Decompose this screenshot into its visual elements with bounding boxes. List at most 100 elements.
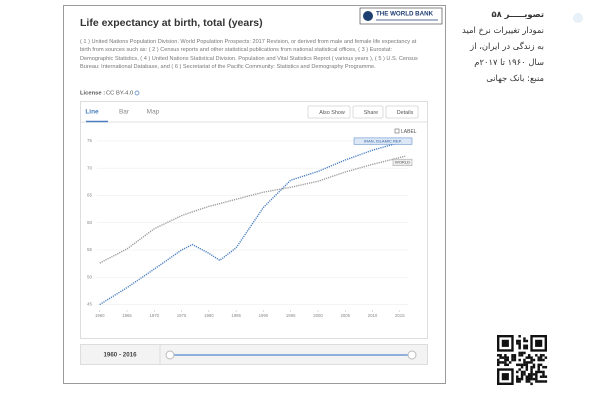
qr-module bbox=[511, 356, 514, 359]
qr-module bbox=[525, 361, 529, 364]
qr-finder bbox=[501, 339, 509, 347]
qr-module bbox=[504, 363, 507, 367]
qr-module bbox=[518, 351, 521, 355]
qr-module bbox=[537, 370, 540, 374]
qr-module bbox=[527, 361, 531, 364]
qr-module bbox=[535, 354, 538, 357]
qr-module bbox=[518, 380, 521, 383]
license-label: License : bbox=[80, 91, 105, 97]
qr-module bbox=[525, 363, 529, 367]
qr-module bbox=[537, 380, 540, 383]
caption-line: سال ۱۹۶۰ تا ۲۰۱۷م bbox=[474, 57, 544, 67]
qr-module bbox=[523, 358, 526, 362]
qr-module bbox=[520, 363, 524, 367]
qr-module bbox=[544, 380, 548, 383]
qr-module bbox=[542, 375, 545, 378]
qr-module bbox=[504, 358, 507, 362]
qr-module bbox=[516, 339, 519, 343]
label-checkbox[interactable] bbox=[394, 128, 400, 134]
info-icon bbox=[134, 90, 140, 96]
button[interactable] bbox=[385, 105, 419, 119]
tab[interactable]: Bar bbox=[119, 109, 130, 116]
qr-module bbox=[518, 363, 521, 367]
qr-module bbox=[530, 365, 533, 369]
qr-module bbox=[544, 365, 548, 369]
button-label[interactable]: Also Show bbox=[319, 110, 345, 116]
qr-module bbox=[525, 344, 529, 348]
qr-module bbox=[513, 354, 517, 357]
qr-module bbox=[537, 356, 540, 359]
qr-module bbox=[523, 346, 526, 350]
qr-module bbox=[530, 358, 533, 362]
series-line bbox=[99, 155, 406, 264]
qr-module bbox=[525, 339, 529, 343]
qr-module bbox=[525, 377, 529, 381]
qr-module bbox=[539, 380, 543, 383]
y-tick-label: 65 bbox=[87, 193, 93, 198]
qr-module bbox=[527, 380, 531, 383]
qr-module bbox=[506, 356, 510, 359]
qr-module bbox=[520, 377, 524, 381]
qr-module bbox=[532, 365, 536, 369]
tab[interactable]: Line bbox=[85, 109, 99, 116]
corner-icon bbox=[573, 13, 583, 23]
qr-module bbox=[504, 354, 507, 357]
qr-module bbox=[542, 365, 545, 369]
qr-module bbox=[518, 358, 521, 362]
qr-module bbox=[511, 358, 514, 362]
qr-module bbox=[539, 356, 543, 359]
qr-module bbox=[499, 356, 502, 359]
qr-module bbox=[499, 354, 502, 357]
caption: تصویـــــر ۵۸ نمودار تغییرات نرخ امید به… bbox=[452, 6, 544, 86]
qr-module bbox=[523, 361, 526, 364]
qr-finder bbox=[535, 339, 543, 347]
button[interactable] bbox=[352, 105, 384, 119]
qr-module bbox=[532, 363, 536, 367]
x-tick-label: 1990 bbox=[259, 313, 269, 318]
qr-module bbox=[516, 375, 519, 378]
qr-module bbox=[539, 358, 543, 362]
qr-module bbox=[520, 365, 524, 369]
qr-module bbox=[530, 356, 533, 359]
qr-module bbox=[532, 358, 536, 362]
qr-module bbox=[535, 377, 538, 381]
qr-module bbox=[530, 373, 533, 376]
qr-module bbox=[537, 358, 540, 362]
qr-module bbox=[497, 361, 500, 364]
qr-module bbox=[525, 380, 529, 383]
qr-module bbox=[537, 363, 540, 367]
y-tick-label: 45 bbox=[87, 302, 93, 307]
chart-title: Life expectancy at birth, total (years) bbox=[80, 17, 263, 29]
button-label[interactable]: Share bbox=[364, 110, 378, 116]
qr-module bbox=[542, 354, 545, 357]
range-handle[interactable] bbox=[165, 350, 175, 360]
logo-globe bbox=[363, 11, 373, 21]
qr-module bbox=[542, 373, 545, 376]
button[interactable] bbox=[307, 105, 351, 119]
qr-module bbox=[539, 375, 543, 378]
tab[interactable]: Map bbox=[147, 109, 160, 116]
qr-module bbox=[527, 356, 531, 359]
qr-module bbox=[499, 361, 502, 364]
x-tick-label: 2005 bbox=[340, 313, 350, 318]
qr-module bbox=[520, 373, 524, 376]
qr-module bbox=[513, 358, 517, 362]
range-label: 1960 - 2016 bbox=[103, 352, 137, 359]
label-toggle[interactable]: LABEL bbox=[401, 129, 417, 135]
caption-line: نمودار تغییرات نرخ امید bbox=[462, 25, 544, 35]
qr-module bbox=[525, 368, 529, 371]
qr-module bbox=[542, 358, 545, 362]
button-label[interactable]: Details bbox=[397, 110, 414, 116]
qr-module bbox=[516, 342, 519, 345]
qr-module bbox=[542, 370, 545, 374]
caption-source: منبع: بانک جهانی bbox=[486, 73, 544, 83]
qr-module bbox=[520, 354, 524, 357]
qr-module bbox=[532, 377, 536, 381]
qr-module bbox=[535, 373, 538, 376]
qr-module bbox=[532, 373, 536, 376]
range-handle[interactable] bbox=[407, 350, 417, 360]
qr-module bbox=[506, 358, 510, 362]
qr-module bbox=[523, 337, 526, 340]
qr-module bbox=[539, 363, 543, 367]
